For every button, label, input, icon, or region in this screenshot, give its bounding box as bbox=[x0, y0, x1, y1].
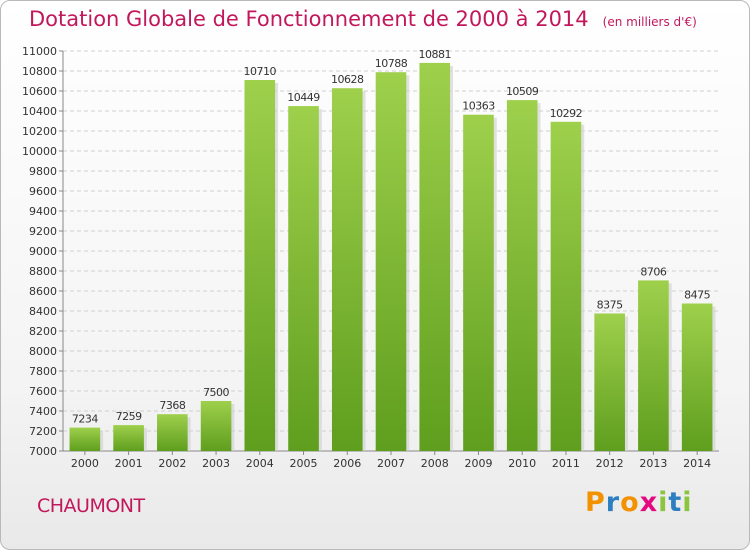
bar bbox=[157, 414, 188, 451]
x-tick-label: 2004 bbox=[246, 457, 274, 470]
proxiti-logo: Proxiti bbox=[585, 487, 693, 518]
logo-letter: P bbox=[585, 487, 606, 518]
y-tick-label: 9200 bbox=[29, 225, 57, 238]
y-tick-label: 7400 bbox=[29, 405, 57, 418]
data-label: 10710 bbox=[244, 65, 277, 78]
y-tick-label: 10000 bbox=[22, 145, 57, 158]
logo-letter: o bbox=[620, 487, 640, 518]
data-label: 7259 bbox=[116, 410, 142, 423]
y-tick-label: 7600 bbox=[29, 385, 57, 398]
bar bbox=[463, 114, 494, 451]
x-tick-label: 2003 bbox=[202, 457, 230, 470]
bar bbox=[69, 427, 101, 451]
y-tick-label: 8400 bbox=[29, 305, 57, 318]
bar bbox=[200, 401, 232, 451]
bar bbox=[113, 425, 144, 451]
y-tick-label: 10400 bbox=[22, 105, 57, 118]
y-tick-label: 9000 bbox=[29, 245, 57, 258]
bar bbox=[244, 80, 276, 451]
y-tick-label: 9800 bbox=[29, 165, 57, 178]
y-tick-label: 10600 bbox=[22, 85, 57, 98]
y-tick-label: 9600 bbox=[29, 185, 57, 198]
bar bbox=[506, 100, 538, 451]
data-label: 10292 bbox=[550, 107, 583, 120]
data-label: 7234 bbox=[72, 413, 98, 426]
bar bbox=[681, 303, 713, 451]
y-tick-label: 8600 bbox=[29, 285, 57, 298]
x-tick-label: 2009 bbox=[464, 457, 492, 470]
y-tick-label: 8200 bbox=[29, 325, 57, 338]
x-tick-label: 2001 bbox=[115, 457, 143, 470]
y-tick-label: 7800 bbox=[29, 365, 57, 378]
data-label: 10788 bbox=[375, 57, 408, 70]
data-label: 10509 bbox=[506, 85, 539, 98]
data-label: 8706 bbox=[640, 265, 666, 278]
title-line: Dotation Globale de Fonctionnement de 20… bbox=[29, 7, 697, 31]
bar bbox=[288, 106, 319, 451]
bar bbox=[375, 72, 407, 451]
x-tick-label: 2007 bbox=[377, 457, 405, 470]
x-tick-label: 2014 bbox=[683, 457, 711, 470]
data-label: 10881 bbox=[418, 48, 451, 61]
logo-letter: r bbox=[605, 487, 621, 518]
data-label: 7368 bbox=[159, 399, 185, 412]
x-tick-label: 2000 bbox=[71, 457, 99, 470]
x-tick-label: 2011 bbox=[552, 457, 580, 470]
logo-letter: i bbox=[682, 487, 693, 518]
x-tick-label: 2008 bbox=[421, 457, 449, 470]
chart-unit: (en milliers d'€) bbox=[602, 15, 697, 29]
data-label: 8475 bbox=[684, 289, 710, 302]
bar bbox=[638, 280, 669, 451]
x-tick-label: 2010 bbox=[508, 457, 536, 470]
y-tick-label: 11000 bbox=[22, 45, 57, 58]
x-tick-label: 2006 bbox=[333, 457, 361, 470]
x-tick-label: 2012 bbox=[596, 457, 624, 470]
data-label: 10363 bbox=[462, 100, 495, 113]
y-tick-label: 10200 bbox=[22, 125, 57, 138]
x-tick-label: 2005 bbox=[290, 457, 318, 470]
data-label: 10628 bbox=[331, 73, 364, 86]
logo-letter: x bbox=[639, 487, 659, 518]
y-tick-label: 10800 bbox=[22, 65, 57, 78]
data-label: 10449 bbox=[287, 91, 320, 104]
commune-name: CHAUMONT bbox=[37, 495, 145, 517]
x-tick-label: 2013 bbox=[639, 457, 667, 470]
bar bbox=[331, 88, 363, 451]
chart-title: Dotation Globale de Fonctionnement de 20… bbox=[29, 7, 589, 31]
bar bbox=[550, 121, 582, 452]
y-tick-label: 8000 bbox=[29, 345, 57, 358]
y-tick-label: 7000 bbox=[29, 445, 57, 458]
x-tick-label: 2002 bbox=[158, 457, 186, 470]
data-label: 7500 bbox=[203, 386, 229, 399]
y-tick-label: 9400 bbox=[29, 205, 57, 218]
y-tick-label: 7200 bbox=[29, 425, 57, 438]
bar bbox=[594, 313, 625, 451]
bar bbox=[419, 62, 451, 452]
data-label: 8375 bbox=[597, 299, 623, 312]
logo-letter: t bbox=[668, 487, 683, 518]
y-tick-label: 8800 bbox=[29, 265, 57, 278]
logo-letter: i bbox=[658, 487, 669, 518]
